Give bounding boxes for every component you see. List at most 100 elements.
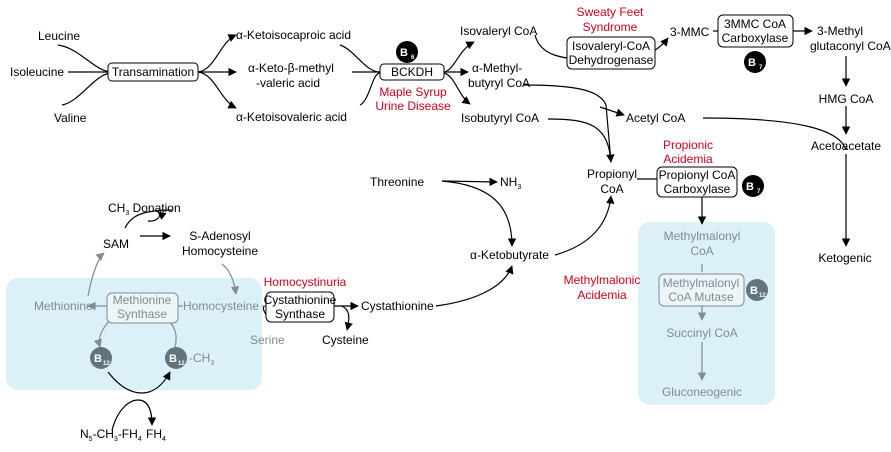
propionyl-coa-label-2: CoA	[600, 182, 623, 196]
cbs-label-1: Cystathionine	[264, 293, 337, 307]
serine-label: Serine	[250, 333, 285, 347]
to-isovaleryl-arrow	[443, 41, 475, 73]
ivd-label-1: Isovaleryl-CoA	[572, 39, 650, 53]
mcc-label-2: Carboxylase	[722, 31, 789, 45]
mcc-box	[717, 14, 794, 48]
msud-label-1: Maple Syrup	[379, 85, 447, 99]
valine-arrow	[61, 72, 113, 106]
methionine-label: Methionine	[34, 299, 93, 313]
3mmc-label: 3-MMC	[670, 25, 710, 39]
bckdh-box	[379, 63, 445, 81]
b12-ch3-label: -CH3	[189, 351, 214, 367]
succinyl-coa-label: Succinyl CoA	[666, 326, 737, 340]
threonine-label: Threonine	[370, 175, 424, 189]
b7-pcc-sub: 7	[757, 189, 761, 195]
sam-to-ch3-line	[124, 209, 173, 229]
methylbutyryl-label-1: α-Methyl-	[472, 61, 522, 75]
ketobutyrate-label: α-Ketobutyrate	[470, 248, 549, 262]
sweaty-feet-label-1: Sweaty Feet	[577, 5, 644, 19]
methylmalonic-acidemia-label-1: Methylmalonic	[564, 273, 641, 287]
hmg-coa-label: HMG CoA	[819, 92, 874, 106]
b12-to-b12ch3-arrow	[107, 371, 171, 394]
methionine-to-sam-arrow	[87, 252, 105, 297]
homocysteine-label: Homocysteine	[183, 299, 259, 313]
b6-cofactor-icon	[396, 41, 418, 63]
methylmalonic-acidemia-label-2: Acidemia	[577, 288, 627, 302]
bckdh-label: BCKDH	[391, 65, 433, 79]
to-kiv-arrow	[197, 71, 237, 109]
fh4-label: FH4	[146, 427, 166, 443]
nh3-label: NH3	[500, 175, 521, 191]
b12-cofactor-icon-mut	[746, 279, 768, 301]
sweaty-feet-label-2: Syndrome	[583, 20, 638, 34]
ivd-box	[566, 36, 656, 70]
transamination-box	[107, 62, 199, 82]
gluconeogenic-label: Gluconeogenic	[662, 385, 742, 399]
b7-pcc-letter: B	[746, 181, 754, 193]
ms-label-2: Synthase	[117, 307, 167, 321]
b7-mcc-letter: B	[748, 57, 756, 69]
propionic-acidemia-label-2: Acidemia	[663, 152, 713, 166]
ketogenic-label: Ketogenic	[818, 251, 871, 265]
b12-mut-sub: 12	[759, 293, 766, 299]
cysteine-label: Cysteine	[322, 333, 369, 347]
ketomethylvaleric-label-2: -valeric acid	[256, 76, 320, 90]
threonine-to-ketobutyrate-arrow	[441, 180, 517, 247]
ketoisovaleric-label: α-Ketoisovaleric acid	[236, 110, 347, 124]
msud-label-2: Urine Disease	[375, 99, 451, 113]
propionic-acidemia-label-1: Propionic	[663, 138, 713, 152]
sah-to-homocysteine-arrow	[221, 263, 240, 295]
kiv-to-bckdh	[359, 72, 381, 106]
methyl-b12-cofactor-icon	[165, 347, 187, 369]
to-isobutyryl-arrow	[443, 72, 471, 105]
mcc-label-1: 3MMC CoA	[724, 17, 786, 31]
acetyl-to-ketogenic-line	[702, 117, 847, 151]
mut-label-2: CoA Mutase	[668, 290, 734, 304]
ch3-donation-label: CH3 Donation	[108, 201, 181, 217]
b6-cofactor-sub: 6	[411, 55, 415, 61]
cystathionine-label: Cystathionine	[361, 299, 434, 313]
b12-cofactor-icon	[90, 347, 112, 369]
cbs-label-2: Synthase	[275, 307, 325, 321]
methylglutaconyl-label-2: glutaconyl CoA	[810, 39, 891, 53]
methyl-b12-sub: 12	[178, 361, 185, 367]
isoleucine-label: Isoleucine	[10, 65, 64, 79]
isobutyryl-to-propionyl-arrow	[547, 118, 612, 163]
sah-label-1: S-Adenosyl	[189, 229, 250, 243]
b12-letter: B	[94, 353, 102, 365]
mthf-to-fh4-arrow	[111, 399, 157, 431]
transamination-label: Transamination	[112, 65, 194, 79]
pcc-label-2: Carboxylase	[664, 182, 731, 196]
leucine-arrow	[57, 44, 113, 73]
cbs-box	[265, 291, 335, 323]
pcc-label-1: Propionyl CoA	[659, 168, 736, 182]
ketobutyrate-to-propionyl-arrow	[554, 195, 615, 256]
to-acetyl-arrow	[599, 106, 625, 117]
mut-label-1: Methylmalonyl	[663, 276, 740, 290]
ivd-label-2: Dehydrogenase	[569, 53, 654, 67]
ch3-donation-arrow	[147, 211, 167, 222]
acetoacetate-label: Acetoacetate	[811, 139, 881, 153]
ms-label-1: Methionine	[113, 293, 172, 307]
pcc-box	[656, 166, 738, 198]
b7-cofactor-icon-pcc	[742, 175, 764, 197]
acetyl-coa-label: Acetyl CoA	[626, 111, 685, 125]
homocystinuria-label: Homocystinuria	[264, 275, 347, 289]
threonine-to-nh3-arrow	[441, 177, 498, 187]
methylbutyryl-label-2: butyryl CoA	[468, 76, 530, 90]
methylmalonyl-panel	[638, 222, 775, 405]
b7-mcc-sub: 7	[759, 65, 763, 71]
b7-cofactor-icon-mcc	[744, 51, 766, 73]
kic-to-bckdh	[339, 44, 381, 73]
cystathionine-to-ketobutyrate-arrow	[435, 265, 514, 307]
methylglutaconyl-label-1: 3-Methyl	[817, 24, 863, 38]
b12-mut-letter: B	[750, 285, 758, 297]
isovaleryl-label: Isovaleryl CoA	[460, 24, 537, 38]
to-cysteine-arrow	[341, 305, 353, 331]
propionyl-coa-label-1: Propionyl	[587, 167, 637, 181]
methylmalonyl-coa-label-1: Methylmalonyl	[664, 229, 741, 243]
ketomethylvaleric-label-1: α-Keto-β-methyl	[248, 61, 334, 75]
ms-box	[106, 292, 179, 324]
ketoisocaproic-label: α-Ketoisocaproic acid	[236, 28, 351, 42]
sam-label: SAM	[103, 237, 129, 251]
